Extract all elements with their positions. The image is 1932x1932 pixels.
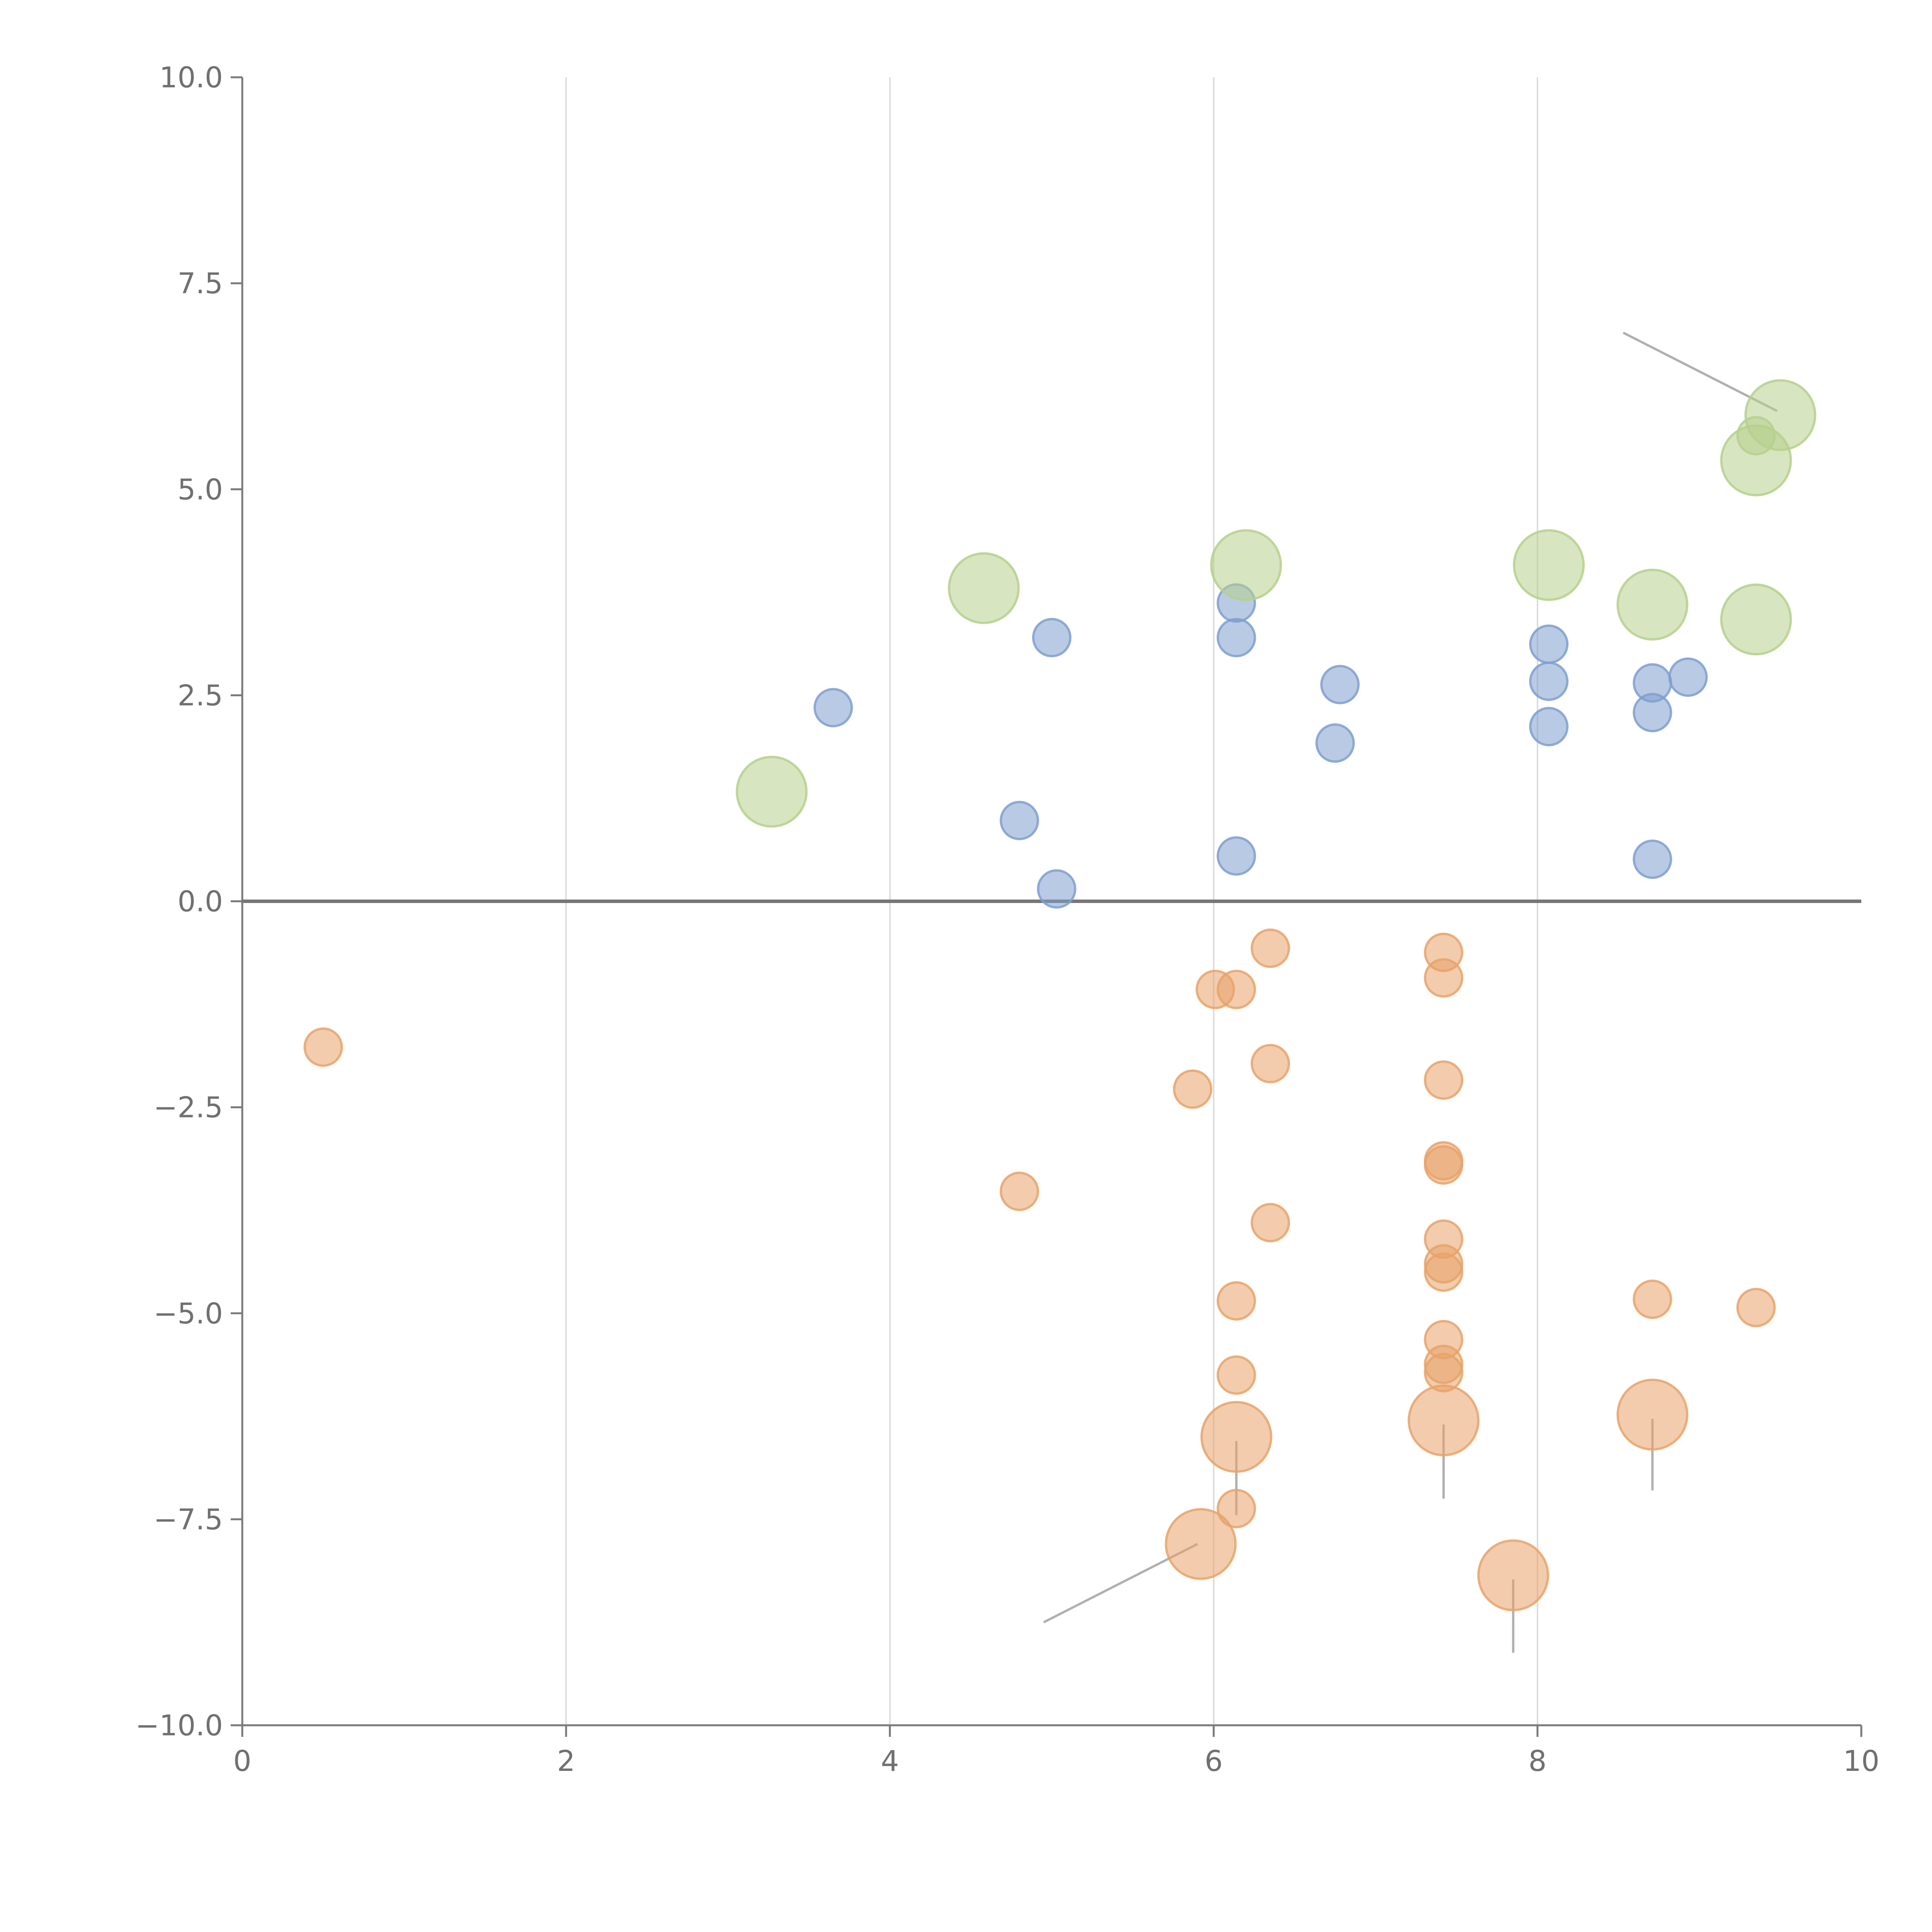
y-tick-label: 5.0 bbox=[177, 473, 223, 506]
y-tick-label: −7.5 bbox=[153, 1503, 223, 1536]
point-orange-large-0 bbox=[1200, 1401, 1272, 1473]
point-orange-large-1 bbox=[1407, 1384, 1480, 1456]
point-orange-18 bbox=[1423, 1252, 1463, 1292]
point-orange-15 bbox=[1423, 1145, 1463, 1185]
point-green-1 bbox=[948, 552, 1020, 624]
y-tick-label: −2.5 bbox=[153, 1091, 223, 1124]
point-orange-large-4 bbox=[1477, 1539, 1549, 1611]
x-tick-label: 6 bbox=[1204, 1745, 1223, 1778]
point-blue-11 bbox=[1529, 707, 1569, 747]
point-green-0 bbox=[736, 755, 808, 828]
point-green-5 bbox=[1720, 583, 1792, 656]
point-orange-2 bbox=[1173, 1069, 1213, 1109]
point-blue-0 bbox=[813, 688, 853, 728]
point-orange-large-2 bbox=[1616, 1379, 1689, 1451]
point-blue-13 bbox=[1633, 693, 1672, 733]
point-blue-10 bbox=[1529, 662, 1569, 701]
tick-labels: 10.0 7.5 5.0 2.5 0.0 −2.5 −5.0 −7.5 −10.0 0 2 4 6 8 10 bbox=[135, 61, 1879, 1778]
x-tick-label: 10 bbox=[1843, 1745, 1879, 1778]
y-tick-label: −10.0 bbox=[135, 1709, 223, 1742]
point-orange-5 bbox=[1250, 929, 1290, 968]
point-orange-4 bbox=[1216, 969, 1256, 1009]
point-blue-1 bbox=[1032, 618, 1071, 658]
point-orange-large-3 bbox=[1165, 1508, 1237, 1580]
x-tick-label: 4 bbox=[881, 1745, 899, 1778]
point-orange-12 bbox=[1423, 958, 1463, 998]
y-tick-label: −5.0 bbox=[153, 1297, 223, 1330]
point-blue-3 bbox=[1037, 869, 1077, 909]
point-blue-14 bbox=[1668, 657, 1708, 697]
data-points bbox=[303, 379, 1816, 1611]
point-blue-5 bbox=[1216, 618, 1256, 658]
y-tick-label: 2.5 bbox=[177, 679, 223, 712]
point-orange-13 bbox=[1423, 1060, 1463, 1100]
point-blue-6 bbox=[1216, 836, 1256, 876]
point-blue-8 bbox=[1315, 723, 1355, 763]
x-tick-label: 8 bbox=[1528, 1745, 1546, 1778]
y-tick-label: 10.0 bbox=[159, 61, 223, 94]
point-blue-7 bbox=[1320, 665, 1360, 704]
point-blue-9 bbox=[1529, 624, 1569, 664]
y-tick-label: 7.5 bbox=[177, 267, 223, 300]
point-orange-7 bbox=[1250, 1203, 1290, 1243]
y-tick-label: 0.0 bbox=[177, 885, 223, 918]
point-orange-10 bbox=[1216, 1489, 1256, 1529]
x-tick-label: 0 bbox=[233, 1745, 251, 1778]
point-blue-2 bbox=[1000, 801, 1039, 840]
point-orange-22 bbox=[1633, 1279, 1672, 1319]
point-green-2 bbox=[1210, 529, 1282, 601]
annotation-leader-lines bbox=[986, 332, 1778, 1653]
point-green-small-0 bbox=[1736, 416, 1776, 456]
point-orange-8 bbox=[1216, 1281, 1256, 1321]
point-green-3 bbox=[1513, 529, 1585, 601]
point-orange-9 bbox=[1216, 1355, 1256, 1395]
point-orange-1 bbox=[1000, 1172, 1039, 1211]
axes bbox=[231, 76, 1862, 1737]
point-orange-6 bbox=[1250, 1044, 1290, 1083]
point-blue-15 bbox=[1633, 839, 1672, 879]
point-green-4 bbox=[1616, 568, 1689, 641]
point-orange-23 bbox=[1736, 1287, 1776, 1327]
x-tick-label: 2 bbox=[557, 1745, 575, 1778]
point-orange-0 bbox=[303, 1027, 343, 1067]
